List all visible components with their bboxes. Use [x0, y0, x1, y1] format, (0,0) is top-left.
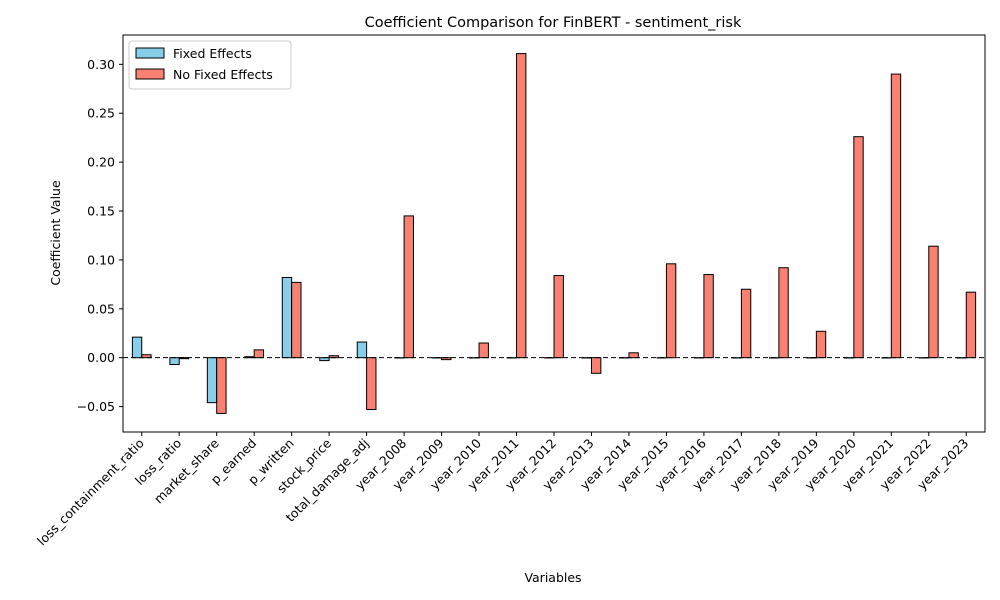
y-tick-label: 0.00	[87, 350, 115, 365]
bar-nofixed-year-2012	[553, 275, 564, 359]
y-tick-label: 0.15	[87, 204, 115, 219]
x-axis-label: Variables	[524, 570, 581, 585]
bar-nofixed-year-2016	[703, 274, 714, 359]
bars-layer	[131, 53, 977, 414]
bar-nofixed-year-2020	[853, 136, 864, 359]
bar-nofixed-year-2021	[890, 73, 902, 359]
bar-nofixed-market-share	[216, 357, 227, 414]
bar-nofixed-p-earned	[253, 349, 265, 359]
legend-box	[128, 40, 292, 90]
bar-nofixed-year-2011	[516, 53, 527, 359]
legend-label: Fixed Effects	[173, 46, 252, 61]
y-tick-label: −0.05	[77, 399, 115, 414]
bar-nofixed-year-2023	[965, 291, 977, 359]
bar-nofixed-year-2019	[815, 330, 827, 359]
bar-nofixed-year-2014	[628, 352, 639, 359]
bar-fixed-market-share	[206, 357, 218, 404]
bar-nofixed-year-2008	[403, 215, 414, 359]
bar-fixed-loss-containment-ratio	[131, 336, 143, 359]
legend: Fixed Effects No Fixed Effects	[128, 40, 292, 90]
legend-swatch	[135, 47, 165, 59]
bar-nofixed-year-2022	[928, 245, 939, 359]
chart-title: Coefficient Comparison for FinBERT - sen…	[365, 15, 742, 31]
y-tick-label: 0.10	[87, 252, 115, 267]
bar-nofixed-year-2015	[665, 263, 677, 359]
y-tick-label: 0.30	[87, 57, 115, 72]
bar-nofixed-total-damage-adj	[366, 357, 377, 411]
bar-fixed-loss-ratio	[169, 357, 180, 366]
bar-nofixed-year-2018	[778, 267, 789, 359]
y-tick-label: 0.20	[87, 155, 115, 170]
bar-nofixed-year-2017	[740, 288, 752, 359]
bar-nofixed-year-2013	[590, 357, 602, 374]
y-axis-label: Coefficient Value	[48, 180, 63, 286]
legend-label: No Fixed Effects	[173, 67, 273, 82]
legend-swatch	[135, 68, 165, 80]
bar-nofixed-p-written	[291, 281, 302, 359]
y-tick-label: 0.25	[87, 106, 115, 121]
bar-fixed-p-written	[281, 277, 293, 359]
bar-nofixed-loss-containment-ratio	[141, 354, 152, 359]
y-tick-label: 0.05	[87, 301, 115, 316]
bar-nofixed-year-2010	[478, 342, 489, 359]
bar-fixed-total-damage-adj	[356, 341, 368, 359]
